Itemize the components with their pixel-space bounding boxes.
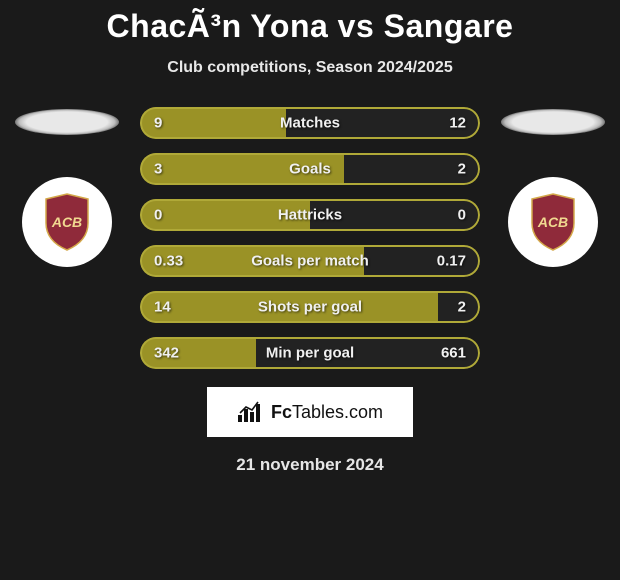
stat-row: 0 Hattricks 0	[140, 199, 480, 231]
right-team-badge: ACB	[508, 177, 598, 267]
stat-right-value: 0.17	[437, 253, 466, 270]
bar-chart-icon	[237, 401, 265, 423]
stat-row: 14 Shots per goal 2	[140, 291, 480, 323]
stat-row: 9 Matches 12	[140, 107, 480, 139]
stat-row: 3 Goals 2	[140, 153, 480, 185]
stat-left-value: 14	[154, 299, 171, 316]
stat-left-value: 3	[154, 161, 162, 178]
stat-left-value: 0	[154, 207, 162, 224]
stat-label: Goals per match	[251, 253, 369, 270]
stat-left-value: 0.33	[154, 253, 183, 270]
brand-prefix: Fc	[271, 402, 292, 422]
player-photo-placeholder	[501, 109, 605, 135]
shield-icon: ACB	[530, 193, 576, 251]
stat-label: Goals	[289, 161, 331, 178]
stat-left-value: 9	[154, 115, 162, 132]
brand-suffix: Tables.com	[292, 402, 383, 422]
snapshot-date: 21 november 2024	[0, 455, 620, 475]
left-team-badge: ACB	[22, 177, 112, 267]
stat-left-value: 342	[154, 345, 179, 362]
shield-text: ACB	[51, 214, 82, 230]
stat-right-value: 661	[441, 345, 466, 362]
stat-row: 342 Min per goal 661	[140, 337, 480, 369]
footer-brand-text: FcTables.com	[271, 402, 383, 423]
stat-right-value: 2	[458, 299, 466, 316]
shield-text: ACB	[537, 214, 568, 230]
stat-label: Min per goal	[266, 345, 354, 362]
stat-label: Hattricks	[278, 207, 342, 224]
comparison-panel: ACB 9 Matches 12 3 Goals 2 0 Hattricks 0 0.33 Goal…	[0, 107, 620, 369]
stat-right-value: 12	[449, 115, 466, 132]
stat-right-value: 2	[458, 161, 466, 178]
stat-bars: 9 Matches 12 3 Goals 2 0 Hattricks 0 0.33 Goals pe…	[140, 107, 480, 369]
left-player-col: ACB	[12, 107, 122, 267]
stat-right-value: 0	[458, 207, 466, 224]
shield-icon: ACB	[44, 193, 90, 251]
page-subtitle: Club competitions, Season 2024/2025	[0, 59, 620, 77]
player-photo-placeholder	[15, 109, 119, 135]
right-player-col: ACB	[498, 107, 608, 267]
footer-logo: FcTables.com	[207, 387, 413, 437]
stat-label: Matches	[280, 115, 340, 132]
page-title: ChacÃ³n Yona vs Sangare	[0, 0, 620, 45]
stat-row: 0.33 Goals per match 0.17	[140, 245, 480, 277]
stat-label: Shots per goal	[258, 299, 362, 316]
